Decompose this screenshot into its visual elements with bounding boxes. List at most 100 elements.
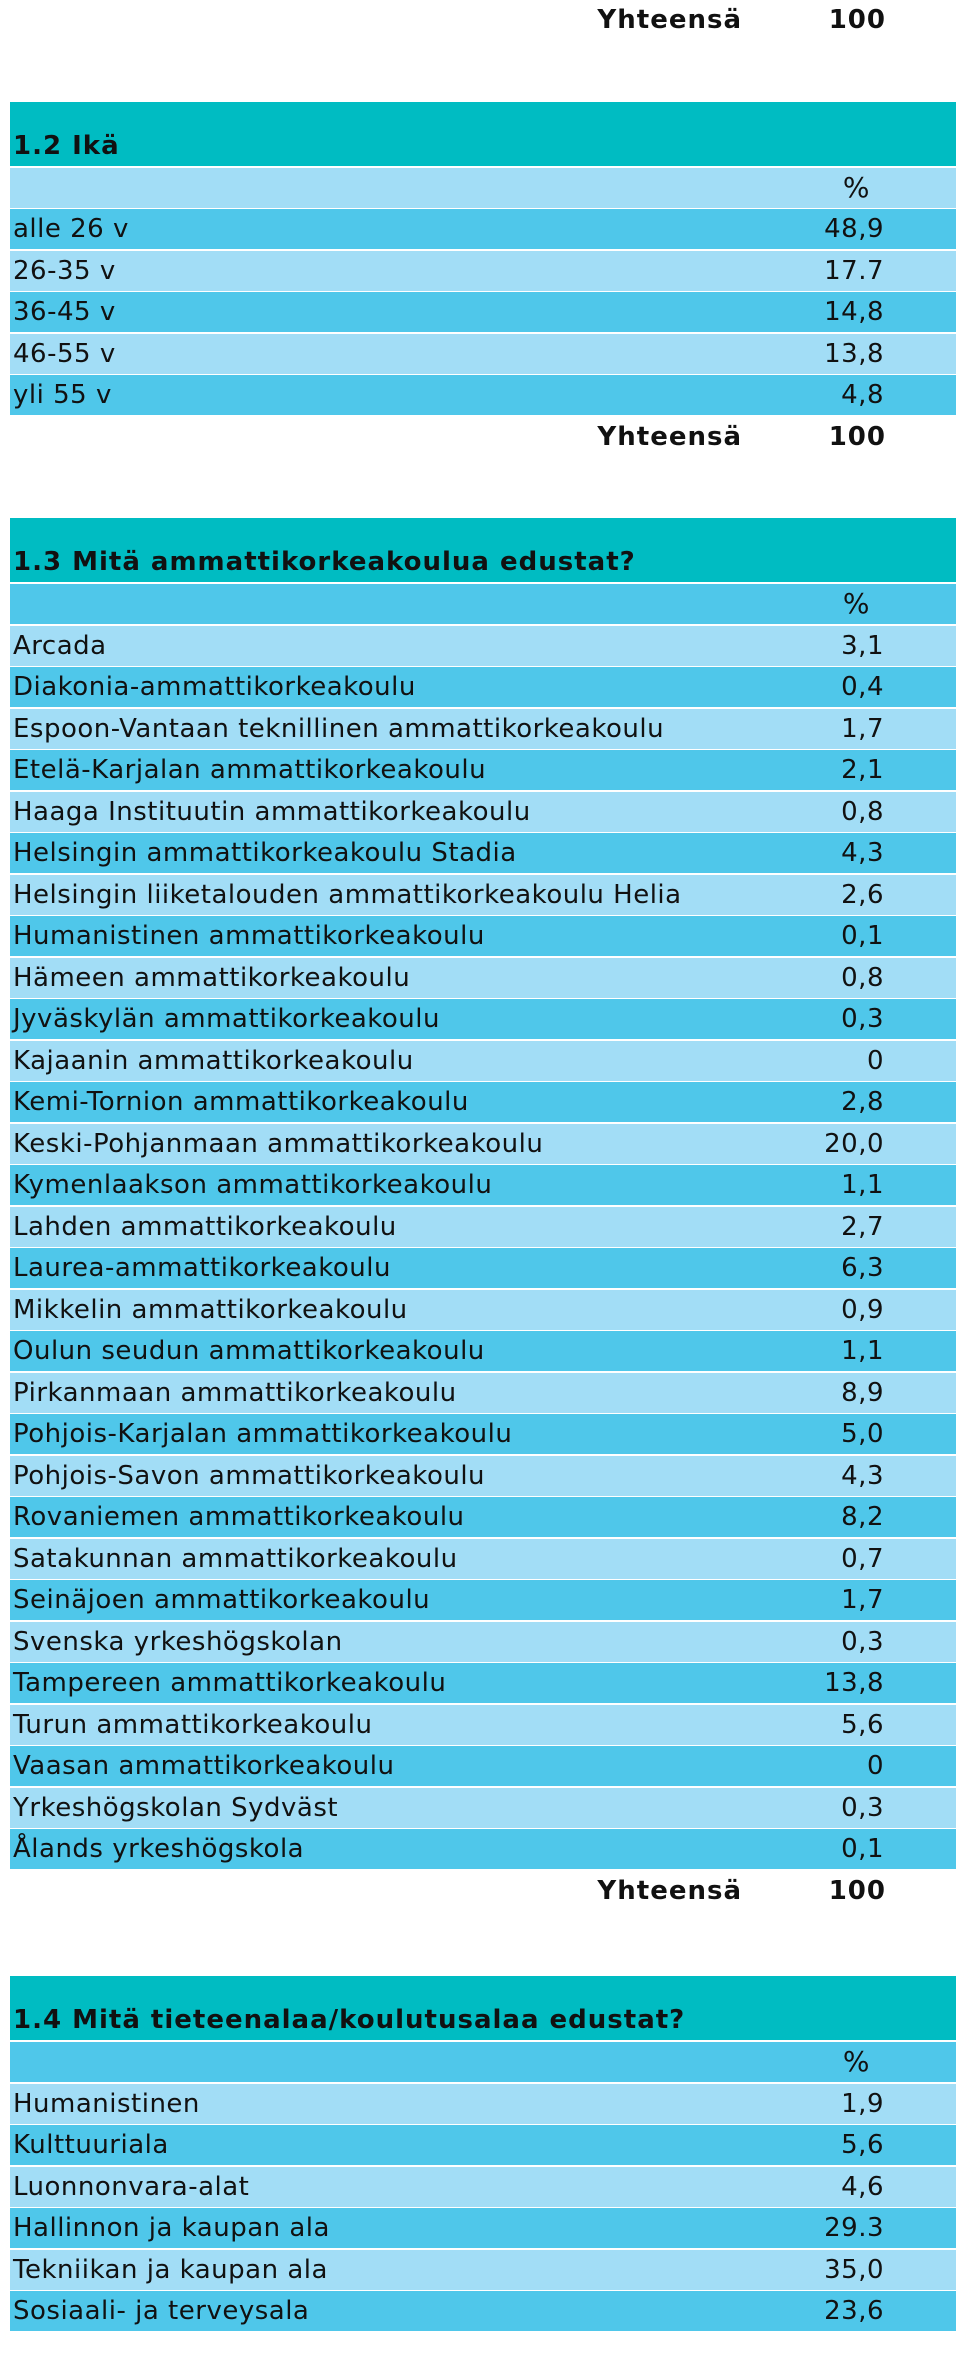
row-label: Humanistinen ammattikorkeakoulu bbox=[13, 921, 485, 951]
row-label: Satakunnan ammattikorkeakoulu bbox=[13, 1543, 458, 1574]
row-value: 8,2 bbox=[841, 1502, 884, 1532]
percent-header: % bbox=[842, 170, 870, 204]
row-value: 4,3 bbox=[841, 1460, 884, 1491]
spacer bbox=[10, 42, 956, 102]
table-row: Helsingin ammattikorkeakoulu Stadia 4,3 bbox=[10, 833, 956, 873]
table-row: Diakonia-ammattikorkeakoulu 0,4 bbox=[10, 667, 956, 707]
row-label: Arcada bbox=[13, 630, 107, 661]
row-value: 0,7 bbox=[841, 1543, 884, 1574]
row-label: Helsingin ammattikorkeakoulu Stadia bbox=[13, 838, 517, 868]
table-row: Svenska yrkeshögskolan 0,3 bbox=[10, 1621, 956, 1662]
row-label: Seinäjoen ammattikorkeakoulu bbox=[13, 1585, 431, 1615]
table-row: Pirkanmaan ammattikorkeakoulu 8,9 bbox=[10, 1372, 956, 1413]
row-value: 0,1 bbox=[841, 1834, 884, 1864]
table-row: 46-55 v 13,8 bbox=[10, 333, 956, 374]
table-row: Arcada 3,1 bbox=[10, 625, 956, 666]
table-row: alle 26 v 48,9 bbox=[10, 209, 956, 249]
row-label: Kymenlaakson ammattikorkeakoulu bbox=[13, 1170, 493, 1200]
row-label: Lahden ammattikorkeakoulu bbox=[13, 1211, 397, 1242]
percent-header-row: % bbox=[10, 584, 956, 624]
table-row: Luonnonvara-alat 4,6 bbox=[10, 2166, 956, 2207]
row-label: Pohjois-Savon ammattikorkeakoulu bbox=[13, 1460, 486, 1491]
table-row: Humanistinen 1,9 bbox=[10, 2083, 956, 2124]
percent-header: % bbox=[842, 587, 870, 620]
table-row: Turun ammattikorkeakoulu 5,6 bbox=[10, 1704, 956, 1745]
row-value: 2,8 bbox=[841, 1087, 884, 1117]
row-label: Mikkelin ammattikorkeakoulu bbox=[13, 1294, 408, 1325]
table-row: Pohjois-Karjalan ammattikorkeakoulu 5,0 bbox=[10, 1414, 956, 1454]
row-label: Oulun seudun ammattikorkeakoulu bbox=[13, 1336, 485, 1366]
section-field: 1.4 Mitä tieteenalaa/koulutusalaa edusta… bbox=[10, 1976, 956, 2331]
row-label: Laurea-ammattikorkeakoulu bbox=[13, 1253, 391, 1283]
row-label: Etelä-Karjalan ammattikorkeakoulu bbox=[13, 755, 487, 785]
row-value: 4,3 bbox=[841, 838, 884, 868]
row-value: 0,9 bbox=[841, 1294, 884, 1325]
row-value: 29.3 bbox=[824, 2213, 884, 2243]
row-value: 0 bbox=[866, 1751, 884, 1781]
statistics-document: Yhteensä 100 1.2 Ikä % alle 26 v 48,9 26… bbox=[10, 0, 956, 2333]
row-label: Pirkanmaan ammattikorkeakoulu bbox=[13, 1377, 457, 1408]
row-label: Humanistinen bbox=[13, 2088, 200, 2119]
total-row: Yhteensä 100 bbox=[10, 417, 956, 457]
row-label: Vaasan ammattikorkeakoulu bbox=[13, 1751, 395, 1781]
row-label: Kemi-Tornion ammattikorkeakoulu bbox=[13, 1087, 469, 1117]
table-row: Sosiaali- ja terveysala 23,6 bbox=[10, 2291, 956, 2331]
row-value: 5,6 bbox=[841, 1709, 884, 1740]
total-label: Yhteensä bbox=[597, 421, 742, 452]
row-label: Espoon-Vantaan teknillinen ammattikorkea… bbox=[13, 713, 665, 744]
row-value: 4,6 bbox=[841, 2171, 884, 2202]
row-value: 0,3 bbox=[841, 1626, 884, 1657]
total-value: 100 bbox=[828, 1875, 886, 1906]
row-value: 0,1 bbox=[841, 921, 884, 951]
row-value: 0,3 bbox=[841, 1004, 884, 1034]
table-row: Tekniikan ja kaupan ala 35,0 bbox=[10, 2249, 956, 2290]
total-value: 100 bbox=[828, 5, 886, 35]
row-label: Jyväskylän ammattikorkeakoulu bbox=[13, 1004, 440, 1034]
spacer bbox=[10, 1912, 956, 1976]
row-value: 35,0 bbox=[824, 2254, 884, 2285]
row-value: 0,8 bbox=[841, 962, 884, 993]
table-row: Pohjois-Savon ammattikorkeakoulu 4,3 bbox=[10, 1455, 956, 1496]
row-value: 0,3 bbox=[841, 1792, 884, 1823]
table-row: Hämeen ammattikorkeakoulu 0,8 bbox=[10, 957, 956, 998]
section-age: 1.2 Ikä % alle 26 v 48,9 26-35 v 17.7 36… bbox=[10, 101, 956, 457]
row-label: Hämeen ammattikorkeakoulu bbox=[13, 962, 411, 993]
row-value: 0,8 bbox=[841, 796, 884, 827]
table-row: Vaasan ammattikorkeakoulu 0 bbox=[10, 1746, 956, 1786]
row-value: 1,7 bbox=[841, 1585, 884, 1615]
table-row: Espoon-Vantaan teknillinen ammattikorkea… bbox=[10, 708, 956, 749]
table-row: Oulun seudun ammattikorkeakoulu 1,1 bbox=[10, 1331, 956, 1371]
section-title: 1.2 Ikä bbox=[13, 130, 120, 161]
table-row: Yrkeshögskolan Sydväst 0,3 bbox=[10, 1787, 956, 1828]
row-value: 5,6 bbox=[841, 2130, 884, 2160]
row-value: 1,7 bbox=[841, 713, 884, 744]
table-row: Jyväskylän ammattikorkeakoulu 0,3 bbox=[10, 999, 956, 1039]
total-label: Yhteensä bbox=[597, 5, 742, 35]
row-value: 48,9 bbox=[824, 214, 884, 244]
section-title: 1.3 Mitä ammattikorkeakoulua edustat? bbox=[13, 547, 636, 577]
table-row: 36-45 v 14,8 bbox=[10, 292, 956, 332]
table-row: Kajaanin ammattikorkeakoulu 0 bbox=[10, 1040, 956, 1081]
row-value: 20,0 bbox=[824, 1128, 884, 1159]
percent-header-row: % bbox=[10, 2042, 956, 2082]
table-row: Etelä-Karjalan ammattikorkeakoulu 2,1 bbox=[10, 750, 956, 790]
row-value: 4,8 bbox=[841, 380, 884, 410]
table-row: Kymenlaakson ammattikorkeakoulu 1,1 bbox=[10, 1165, 956, 1205]
table-row: yli 55 v 4,8 bbox=[10, 375, 956, 415]
table-row: 26-35 v 17.7 bbox=[10, 250, 956, 291]
table-row: Hallinnon ja kaupan ala 29.3 bbox=[10, 2208, 956, 2248]
row-label: Svenska yrkeshögskolan bbox=[13, 1626, 343, 1657]
table-row: Ålands yrkeshögskola 0,1 bbox=[10, 1829, 956, 1869]
section-title-row: 1.4 Mitä tieteenalaa/koulutusalaa edusta… bbox=[10, 1976, 956, 2040]
row-value: 2,7 bbox=[841, 1211, 884, 1242]
row-value: 8,9 bbox=[841, 1377, 884, 1408]
row-value: 2,1 bbox=[841, 755, 884, 785]
row-label: Yrkeshögskolan Sydväst bbox=[13, 1792, 339, 1823]
row-label: Kulttuuriala bbox=[13, 2130, 169, 2160]
spacer bbox=[10, 458, 956, 518]
table-row: Haaga Instituutin ammattikorkeakoulu 0,8 bbox=[10, 791, 956, 832]
row-label: Sosiaali- ja terveysala bbox=[13, 2296, 310, 2326]
row-value: 5,0 bbox=[841, 1419, 884, 1449]
row-label: 46-55 v bbox=[13, 338, 116, 369]
row-value: 1,1 bbox=[841, 1336, 884, 1366]
